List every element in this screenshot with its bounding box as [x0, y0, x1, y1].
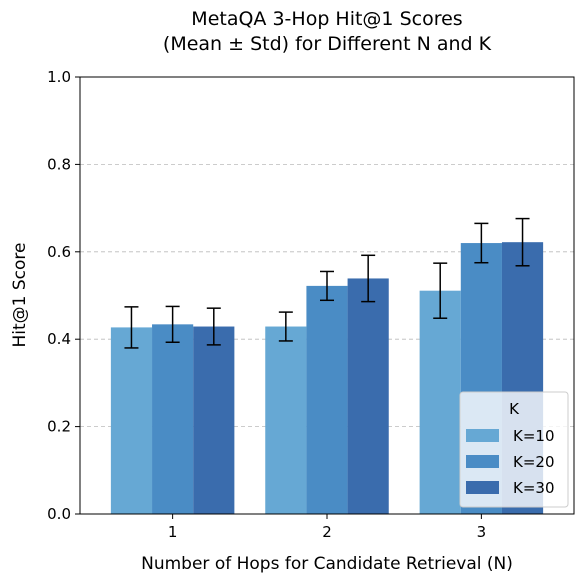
- legend-swatch: [466, 481, 499, 494]
- legend-swatch: [466, 455, 499, 468]
- legend-entry-label: K=10: [513, 427, 555, 445]
- legend-title: K: [509, 400, 520, 418]
- y-axis: 0.0 0.2 0.4 0.6 0.8 1.0: [47, 68, 80, 523]
- legend-entry-label: K=30: [513, 479, 555, 497]
- x-tick-label: 2: [322, 523, 332, 541]
- x-tick-label: 1: [168, 523, 178, 541]
- y-tick-label: 0.4: [47, 330, 71, 348]
- x-axis: 1 2 3: [168, 514, 486, 541]
- bar: [419, 290, 461, 514]
- legend: K K=10 K=20 K=30: [459, 391, 569, 508]
- legend-entry-label: K=20: [513, 453, 555, 471]
- x-axis-label: Number of Hops for Candidate Retrieval (…: [141, 554, 513, 574]
- bar: [110, 327, 153, 514]
- error-bar-group: [124, 217, 530, 349]
- bar: [347, 278, 389, 514]
- y-tick-label: 1.0: [47, 68, 71, 86]
- y-tick-label: 0.2: [47, 418, 71, 436]
- y-tick-label: 0.8: [47, 155, 71, 173]
- y-axis-label: Hit@1 Score: [10, 242, 30, 347]
- bar: [152, 324, 194, 514]
- y-tick-label: 0.0: [47, 505, 71, 523]
- x-tick-label: 3: [477, 523, 487, 541]
- y-tick-label: 0.6: [47, 243, 71, 261]
- bar-group: [110, 242, 544, 514]
- legend-box: [459, 391, 569, 508]
- legend-swatch: [466, 429, 499, 442]
- chart-title-line-1: MetaQA 3-Hop Hit@1 Scores: [191, 8, 462, 30]
- bar: [193, 326, 235, 514]
- chart-title-line-2: (Mean ± Std) for Different N and K: [163, 33, 492, 55]
- bar: [306, 285, 348, 514]
- bar: [265, 326, 307, 514]
